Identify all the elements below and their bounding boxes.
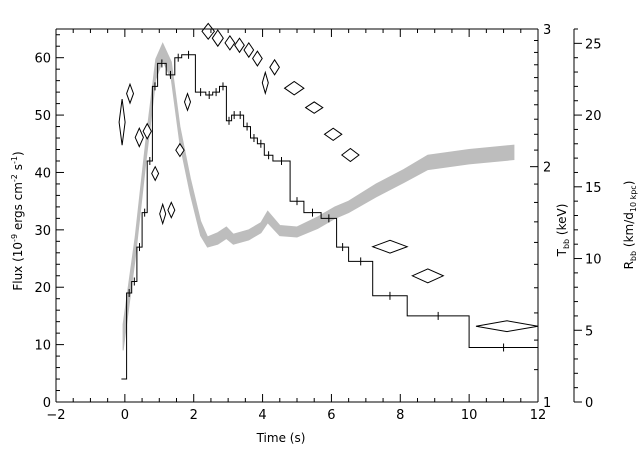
x-tick-label: 12 [530, 408, 547, 423]
temperature-point [252, 50, 263, 67]
radius-band-layer [122, 42, 515, 351]
flux-histogram-layer [121, 50, 538, 380]
temperature-point [224, 35, 236, 51]
temperature-point [283, 80, 305, 96]
temperature-point [134, 126, 144, 148]
flux-tick-label: 10 [34, 339, 51, 354]
temperature-point [118, 99, 126, 146]
temperature-tick-label: 3 [543, 23, 551, 38]
radius-tick-label: 15 [585, 181, 602, 196]
temperature-point [183, 92, 192, 112]
temperature-point [126, 82, 135, 105]
flux-tick-label: 20 [34, 281, 51, 296]
temperature-point [243, 42, 255, 59]
temperature-point [201, 22, 216, 41]
temperature-point [371, 239, 409, 254]
temperature-point [304, 101, 324, 114]
temperature-diamond-layer [118, 22, 539, 333]
flux-tick-label: 40 [34, 166, 51, 181]
temperature-point [261, 70, 269, 96]
radius-tick-label: 20 [585, 109, 602, 124]
flux-tick-label: 60 [34, 52, 51, 67]
flux-histogram-line [121, 54, 538, 380]
temperature-point [159, 202, 167, 226]
radius-tick-label: 0 [585, 396, 593, 411]
temperature-tick-label: 1 [543, 396, 551, 411]
temperature-point [475, 320, 539, 333]
temperature-tick-label: 2 [543, 161, 551, 176]
radius-tick-label: 5 [585, 324, 593, 339]
radius-tick-label: 10 [585, 253, 602, 268]
x-tick-label: 0 [121, 408, 129, 423]
temperature-point [234, 37, 245, 54]
x-tick-label: 8 [396, 408, 404, 423]
radius-tick-label: 25 [585, 37, 602, 52]
x-tick-label: 4 [258, 408, 266, 423]
temperature-point [411, 268, 445, 284]
x-axis-label: Time (s) [256, 431, 306, 445]
flux-tick-label: 30 [34, 224, 51, 239]
temperature-point [323, 127, 343, 142]
y-axis-label-temperature: Tbb (keV) [555, 204, 571, 258]
x-tick-label: 10 [461, 408, 478, 423]
x-tick-label: 6 [327, 408, 335, 423]
temperature-point [269, 58, 280, 76]
temperature-point [151, 165, 160, 182]
flux-tick-label: 50 [34, 109, 51, 124]
temperature-point [167, 201, 176, 219]
temperature-point [211, 29, 224, 48]
temperature-point [175, 142, 185, 158]
x-tick-label: −2 [46, 408, 65, 423]
temperature-point [142, 122, 152, 140]
y-axis-label-radius: Rbb (km/d10 kpc) [622, 181, 638, 270]
x-tick-label: 2 [190, 408, 198, 423]
flux-tick-label: 0 [43, 396, 51, 411]
radius-band [122, 42, 515, 351]
temperature-point [340, 147, 360, 163]
y-axis-label-flux: Flux (10-9 ergs cm-2 s-1) [10, 151, 25, 290]
